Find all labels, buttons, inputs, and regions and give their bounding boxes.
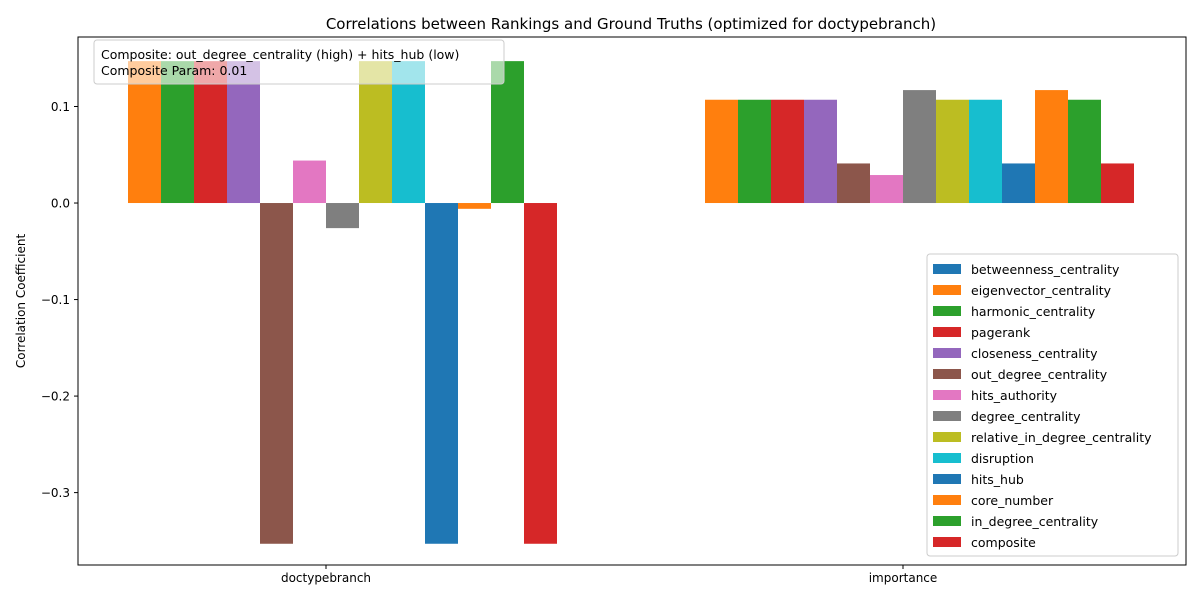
bar-relative-in-degree-centrality-importance <box>936 99 969 204</box>
bar-degree-centrality-doctypebranch <box>326 203 359 229</box>
legend-label-hits-hub: hits_hub <box>971 472 1024 487</box>
bar-pagerank-doctypebranch <box>194 61 227 204</box>
bar-harmonic-centrality-importance <box>738 99 771 204</box>
y-tick-label: −0.3 <box>41 486 70 500</box>
legend-swatch-harmonic-centrality <box>933 306 961 316</box>
bar-degree-centrality-importance <box>903 90 936 204</box>
x-tick-label: importance <box>869 571 938 585</box>
legend-swatch-betweenness-centrality <box>933 264 961 274</box>
bar-hits-authority-importance <box>870 175 903 204</box>
legend-swatch-eigenvector-centrality <box>933 285 961 295</box>
legend-swatch-disruption <box>933 453 961 463</box>
annotation-line-2: Composite Param: 0.01 <box>101 63 247 78</box>
x-tick-label: doctypebranch <box>281 571 371 585</box>
bar-hits-hub-importance <box>1002 163 1035 204</box>
legend-swatch-core-number <box>933 495 961 505</box>
bar-composite-doctypebranch <box>524 203 557 544</box>
legend-swatch-pagerank <box>933 327 961 337</box>
legend-label-composite: composite <box>971 535 1036 550</box>
bar-harmonic-centrality-doctypebranch <box>161 61 194 204</box>
bar-closeness-centrality-importance <box>804 99 837 204</box>
y-axis-label: Correlation Coefficient <box>14 234 28 369</box>
bar-relative-in-degree-centrality-doctypebranch <box>359 61 392 204</box>
legend-label-eigenvector-centrality: eigenvector_centrality <box>971 283 1112 298</box>
bars-layer <box>128 61 1134 544</box>
bar-disruption-doctypebranch <box>392 61 425 204</box>
legend-label-closeness-centrality: closeness_centrality <box>971 346 1098 361</box>
axes-layer: −0.3 −0.2 −0.1 0.0 0.1 doctypebranch importanc… <box>41 36 1187 585</box>
y-tick-label: 0.1 <box>51 100 70 114</box>
annotation-box: Composite: out_degree_centrality (high) … <box>93 39 505 85</box>
legend-swatch-out-degree-centrality <box>933 369 961 379</box>
bar-eigenvector-centrality-doctypebranch <box>128 61 161 204</box>
plot-frame <box>77 36 1187 566</box>
legend-swatch-hits-hub <box>933 474 961 484</box>
y-tick-label: −0.2 <box>41 390 70 404</box>
legend-label-in-degree-centrality: in_degree_centrality <box>971 514 1099 529</box>
legend-label-out-degree-centrality: out_degree_centrality <box>971 367 1108 382</box>
legend-swatch-relative-in-degree-centrality <box>933 432 961 442</box>
legend-swatch-closeness-centrality <box>933 348 961 358</box>
bar-in-degree-centrality-importance <box>1068 99 1101 204</box>
chart-title: Correlations between Rankings and Ground… <box>326 15 936 33</box>
bar-eigenvector-centrality-importance <box>705 99 738 204</box>
legend-label-disruption: disruption <box>971 451 1034 466</box>
legend-label-hits-authority: hits_authority <box>971 388 1058 403</box>
legend-swatch-composite <box>933 537 961 547</box>
bar-disruption-importance <box>969 99 1002 204</box>
bar-composite-importance <box>1101 163 1134 204</box>
legend-label-harmonic-centrality: harmonic_centrality <box>971 304 1096 319</box>
y-tick-label: 0.0 <box>51 197 70 211</box>
legend-frame <box>926 253 1179 557</box>
y-tick-label: −0.1 <box>41 293 70 307</box>
bar-closeness-centrality-doctypebranch <box>227 61 260 204</box>
bar-hits-authority-doctypebranch <box>293 160 326 204</box>
bar-out-degree-centrality-importance <box>837 163 870 204</box>
annotation-line-1: Composite: out_degree_centrality (high) … <box>101 47 459 62</box>
legend-swatch-degree-centrality <box>933 411 961 421</box>
annotation-frame <box>93 39 505 85</box>
bar-core-number-importance <box>1035 90 1068 204</box>
bar-out-degree-centrality-doctypebranch <box>260 203 293 544</box>
legend-swatch-in-degree-centrality <box>933 516 961 526</box>
bar-in-degree-centrality-doctypebranch <box>491 61 524 204</box>
legend-label-core-number: core_number <box>971 493 1054 508</box>
legend-swatch-hits-authority <box>933 390 961 400</box>
legend-label-pagerank: pagerank <box>971 325 1031 340</box>
bar-pagerank-importance <box>771 99 804 204</box>
legend-label-relative-in-degree-centrality: relative_in_degree_centrality <box>971 430 1152 445</box>
legend-label-degree-centrality: degree_centrality <box>971 409 1081 424</box>
legend: betweenness_centrality eigenvector_centra… <box>926 253 1179 557</box>
bar-hits-hub-doctypebranch <box>425 203 458 544</box>
bar-core-number-doctypebranch <box>458 203 491 209</box>
legend-label-betweenness-centrality: betweenness_centrality <box>971 262 1120 277</box>
